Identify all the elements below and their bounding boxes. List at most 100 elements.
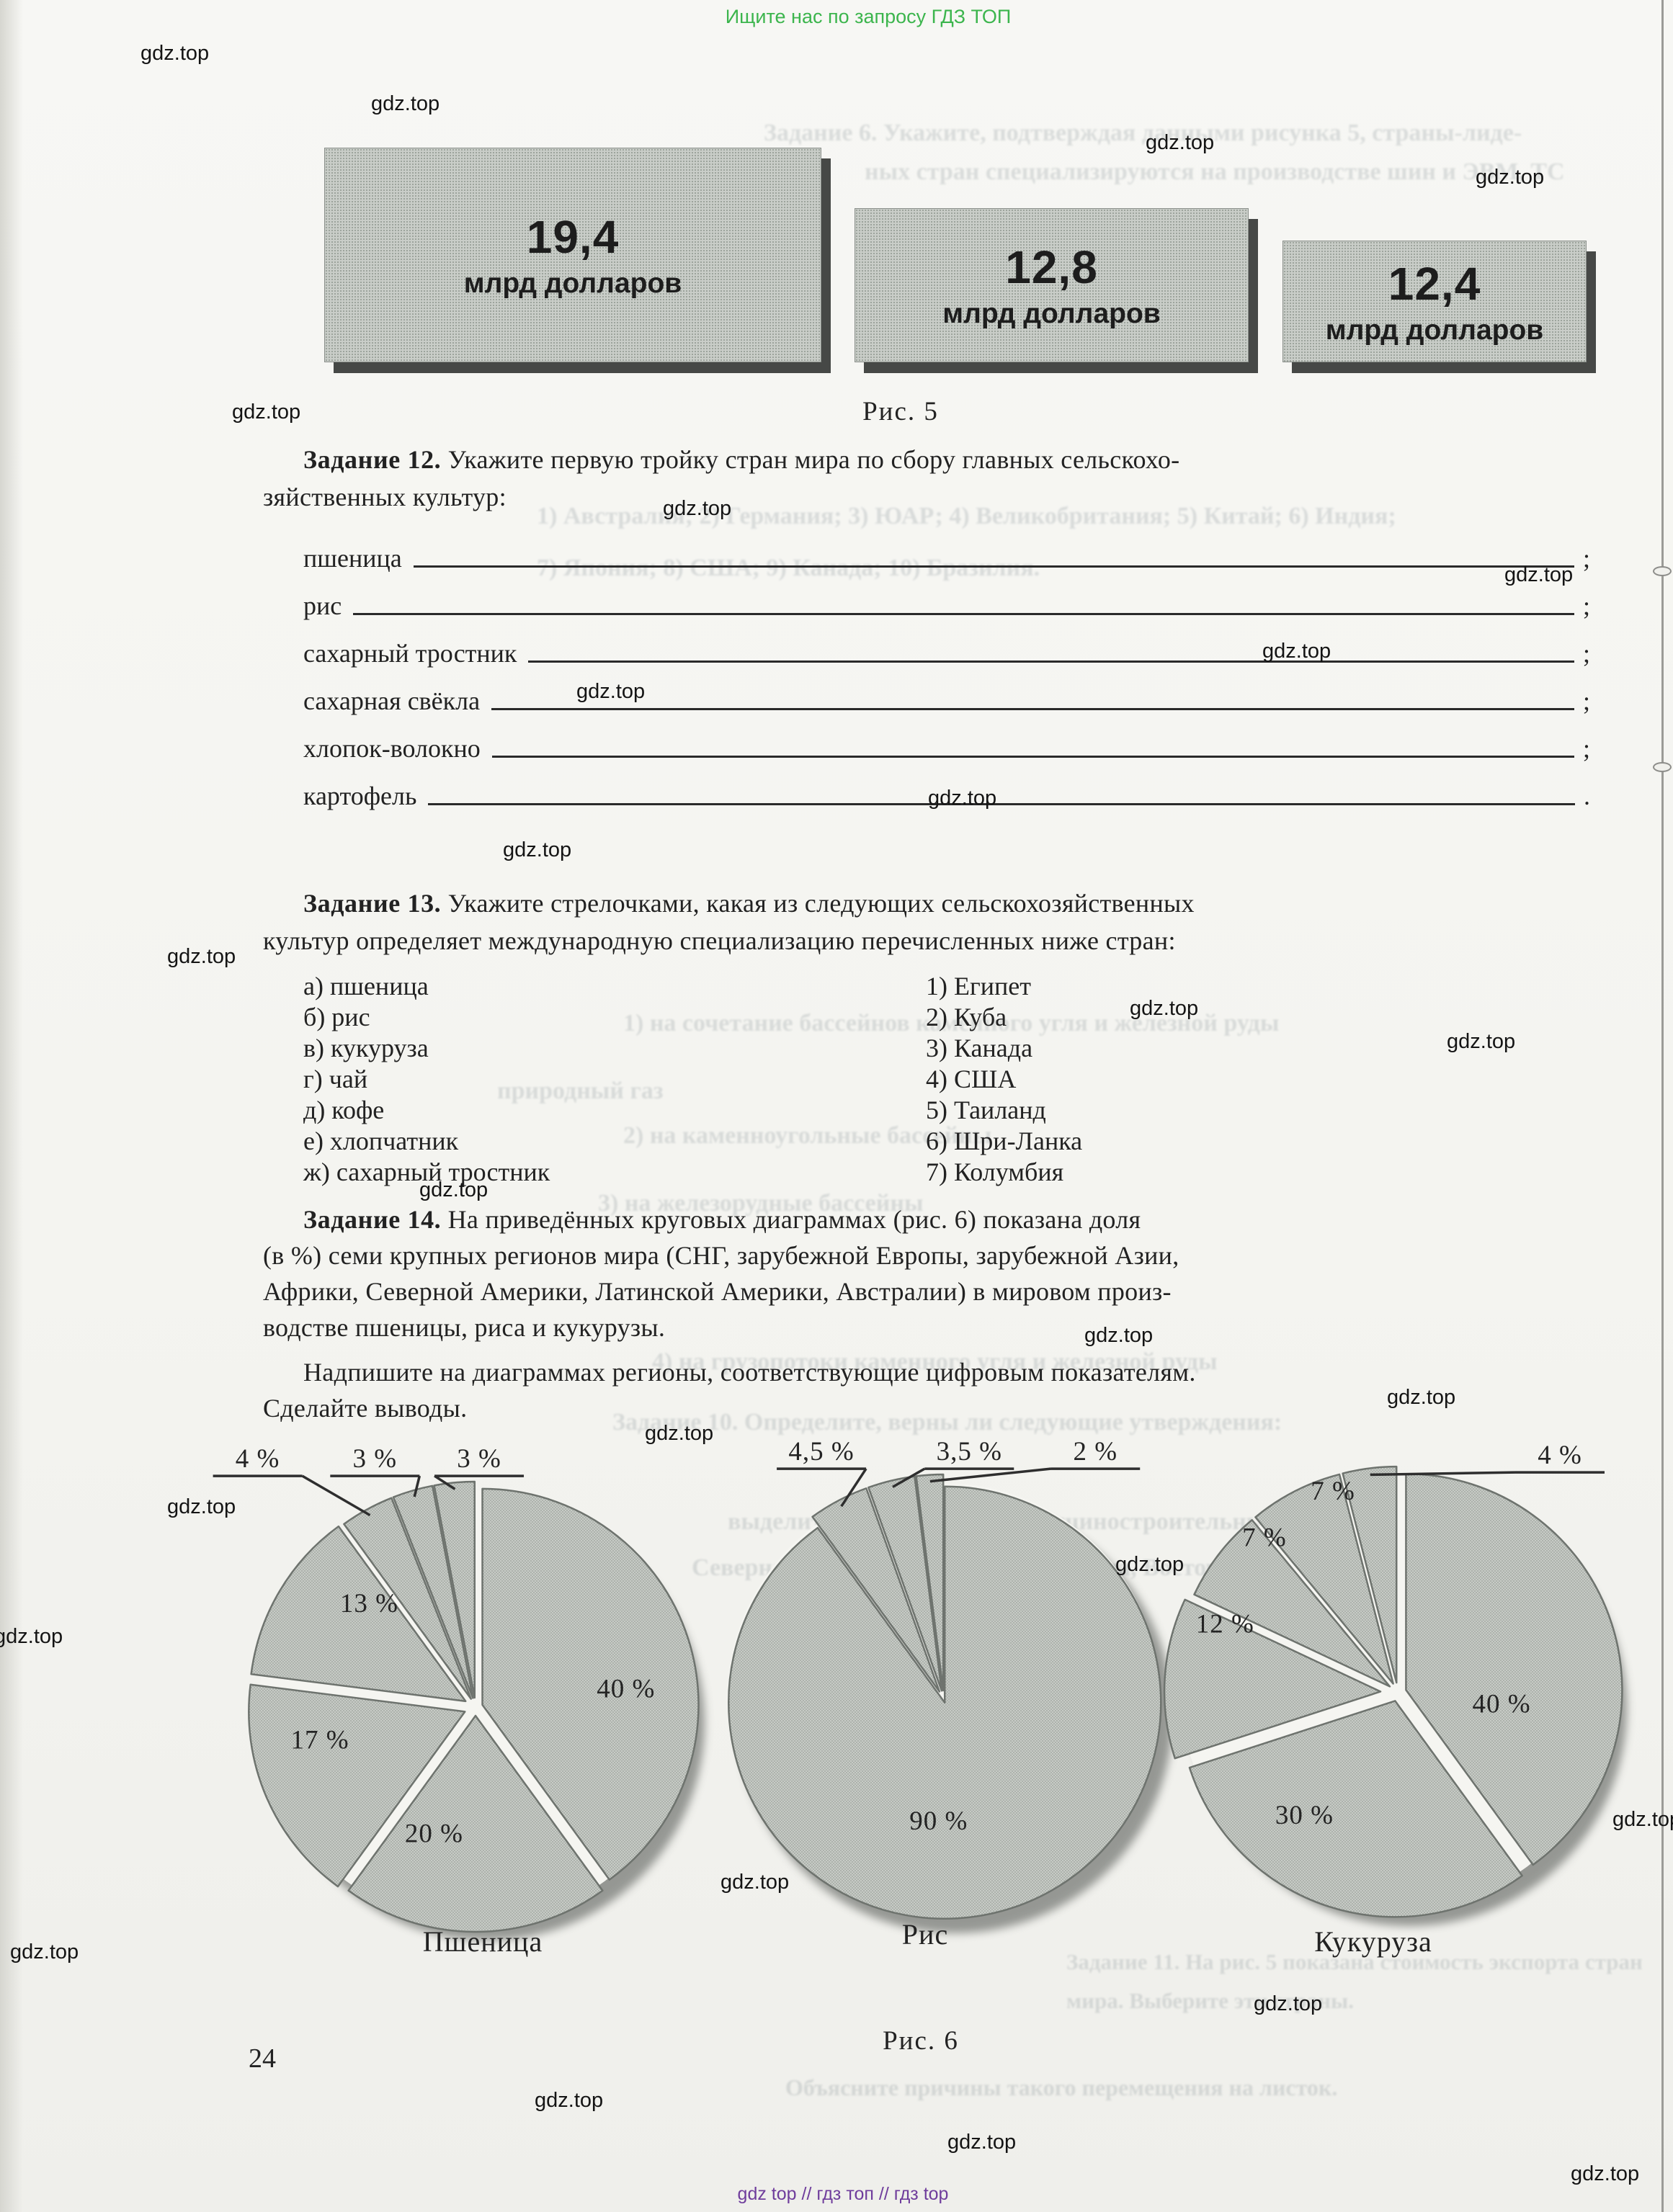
fill-line-wheat: пшеница ; bbox=[303, 544, 1590, 573]
pie-slice bbox=[392, 1485, 474, 1699]
slice-percentage-label: 3,5 % bbox=[937, 1437, 1002, 1467]
task12-paragraph-line2: зяйственных культур: bbox=[263, 483, 507, 511]
crop-item: г) чай bbox=[303, 1065, 368, 1093]
left-page-edge-shadow bbox=[0, 0, 23, 2212]
answer-blank-line bbox=[491, 756, 1574, 758]
crop-item: в) кукуруза bbox=[303, 1034, 429, 1062]
country-item: 4) США bbox=[926, 1065, 1017, 1093]
bar-unit: млрд долларов bbox=[1325, 314, 1544, 346]
slice-percentage-label: 4,5 % bbox=[788, 1437, 854, 1467]
task13-matching-columns: а) пшеница б) рис в) кукуруза г) чай д) … bbox=[263, 971, 1590, 1188]
slice-percentage-label: 17 % bbox=[290, 1725, 349, 1755]
slice-percentage-label: 30 % bbox=[1275, 1801, 1334, 1830]
crops-column: а) пшеница б) рис в) кукуруза г) чай д) … bbox=[303, 971, 926, 1188]
bleedthrough-text: Задание 11. На рис. 5 показана стоимость… bbox=[1066, 1949, 1643, 1974]
country-item: 1) Египет bbox=[926, 972, 1031, 1000]
slice-percentage-label: 40 % bbox=[1472, 1689, 1530, 1719]
watermark: gdz.top bbox=[1262, 640, 1331, 663]
bleedthrough-text: Задание 10. Определите, верны ли следующ… bbox=[612, 1409, 1282, 1436]
watermark: gdz.top bbox=[1084, 1324, 1154, 1347]
watermark: gdz.top bbox=[1130, 997, 1199, 1020]
pie-svg: 90 % 4,5 % 3,5 % 2 % bbox=[727, 1437, 1173, 1933]
slice-percentage-label: 3 % bbox=[457, 1444, 501, 1474]
slice-percentage-label: 12 % bbox=[1196, 1610, 1254, 1639]
slice-percentage-label: 90 % bbox=[909, 1806, 968, 1836]
watermark: gdz.top bbox=[1254, 1992, 1323, 2015]
watermark: gdz.top bbox=[1447, 1030, 1516, 1053]
pie-slice bbox=[343, 1497, 472, 1700]
bleedthrough-text: ных стран специализируются на производст… bbox=[865, 158, 1565, 185]
crop-item: а) пшеница bbox=[303, 972, 429, 1000]
watermark: gdz.top bbox=[1504, 563, 1574, 586]
task12-label: Задание 12. bbox=[303, 445, 442, 474]
answer-blank-line bbox=[491, 708, 1574, 710]
right-binding-line bbox=[1661, 0, 1664, 2212]
country-item: 7) Колумбия bbox=[926, 1158, 1064, 1186]
field-label: рис bbox=[303, 591, 342, 620]
pie-slice bbox=[1163, 1598, 1382, 1760]
task-12: Задание 12. Укажите первую тройку стран … bbox=[263, 441, 1590, 811]
answer-blank-line bbox=[353, 613, 1574, 615]
country-item: 3) Канада bbox=[926, 1034, 1033, 1062]
slice-percentage-label: 20 % bbox=[405, 1819, 463, 1849]
watermark: gdz.top bbox=[928, 787, 997, 810]
watermark: gdz.top bbox=[535, 2089, 604, 2112]
pie-caption-rice: Рис bbox=[901, 1918, 949, 1951]
watermark: gdz.top bbox=[947, 2131, 1017, 2154]
pie-caption-wheat: Пшеница bbox=[422, 1925, 543, 1958]
pie-slice bbox=[250, 1525, 467, 1703]
callout-leader-line bbox=[1370, 1471, 1605, 1477]
watermark: gdz.top bbox=[1146, 131, 1215, 154]
pie-slice bbox=[811, 1487, 941, 1693]
task14-paragraph-line2: (в %) семи крупных регионов мира (СНГ, з… bbox=[263, 1241, 1179, 1270]
answer-blank-line bbox=[428, 803, 1575, 805]
field-label: картофель bbox=[303, 782, 417, 810]
watermark: gdz.top bbox=[1612, 1808, 1673, 1831]
pie-slice bbox=[347, 1714, 604, 1933]
watermark: gdz.top bbox=[645, 1422, 714, 1445]
task14-instruction-line2: Сделайте выводы. bbox=[263, 1394, 468, 1423]
pie-slice bbox=[1342, 1465, 1398, 1684]
field-label: сахарная свёкла bbox=[303, 686, 481, 715]
slice-percentage-label: 4 % bbox=[236, 1444, 280, 1474]
watermark: gdz.top bbox=[140, 42, 210, 65]
pie-chart-wheat: 40 % 20 % 17 % 13 % 4 % 3 % 3 % bbox=[213, 1361, 735, 1940]
pie-slice bbox=[915, 1473, 945, 1692]
figure5-caption: Рис. 5 bbox=[862, 397, 939, 426]
country-item: 5) Таиланд bbox=[926, 1096, 1046, 1124]
slice-percentage-label: 4 % bbox=[1538, 1441, 1582, 1470]
field-label: пшеница bbox=[303, 544, 402, 573]
fill-line-sugar-beet: сахарная свёкла ; bbox=[303, 686, 1590, 715]
callout-leader-line bbox=[434, 1474, 525, 1490]
pie-slice bbox=[1188, 1700, 1523, 1918]
pie-svg: 40 % 30 % 12 % 7 % 7 % 4 % bbox=[1163, 1441, 1627, 1926]
task12-paragraph-line1: Задание 12. Укажите первую тройку стран … bbox=[263, 441, 1590, 478]
watermark: gdz.top bbox=[1387, 1386, 1456, 1409]
pie-slice bbox=[1254, 1473, 1394, 1685]
country-item: 2) Куба bbox=[926, 1003, 1007, 1031]
footer-watermark: gdz top // гдз топ // гдз top bbox=[737, 2184, 949, 2204]
watermark: gdz.top bbox=[232, 400, 301, 424]
slice-percentage-label: 40 % bbox=[597, 1674, 655, 1703]
bleedthrough-text: Задание 6. Укажите, подтверждая данными … bbox=[764, 120, 1522, 146]
bar-value: 12,8 bbox=[1005, 241, 1098, 293]
task-13: Задание 13. Укажите стрелочками, какая и… bbox=[263, 885, 1590, 1188]
watermark: gdz.top bbox=[503, 838, 572, 861]
task14-paragraph-line4: водстве пшеницы, риса и кукурузы. bbox=[263, 1313, 666, 1342]
pie-slice bbox=[1405, 1473, 1623, 1866]
bleedthrough-text: Объясните причины такого перемещения на … bbox=[785, 2074, 1338, 2100]
bleedthrough-text: мира. Выберите эти страны. bbox=[1066, 1988, 1354, 2013]
answer-blank-line bbox=[413, 565, 1574, 568]
watermark: gdz.top bbox=[371, 92, 440, 115]
pie-slice bbox=[433, 1480, 476, 1699]
callout-leader-line bbox=[213, 1474, 371, 1517]
bleedthrough-text: 7) Япония; 8) США; 9) Канада; 10) Бразил… bbox=[537, 555, 1040, 581]
field-label: сахарный тростник bbox=[303, 639, 517, 668]
task13-paragraph-line1: Задание 13. Укажите стрелочками, какая и… bbox=[263, 885, 1590, 922]
task-14: Задание 14. На приведённых круговых диаг… bbox=[263, 1201, 1590, 1426]
slice-percentage-label: 7 % bbox=[1242, 1523, 1287, 1553]
figure5-bar-chart: 19,4 млрд долларов 12,8 млрд долларов 12… bbox=[324, 148, 1592, 362]
task14-text: На приведённых круговых диаграммах (рис.… bbox=[441, 1205, 1141, 1234]
bar-unit: млрд долларов bbox=[463, 268, 682, 299]
callout-leader-line bbox=[777, 1467, 867, 1508]
